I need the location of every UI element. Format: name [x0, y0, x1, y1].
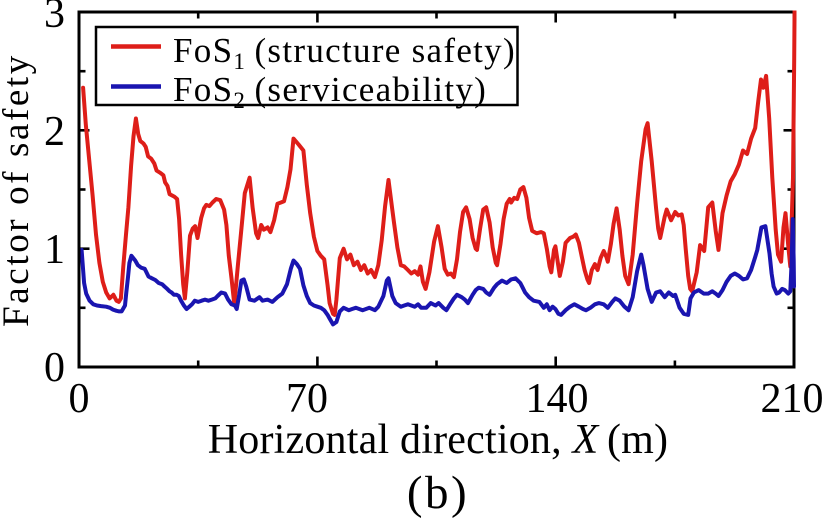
svg-text:0: 0 [44, 345, 65, 391]
svg-text:FoS2 (serviceability): FoS2 (serviceability) [173, 70, 487, 113]
svg-text:3: 3 [44, 0, 65, 37]
svg-text:210: 210 [761, 376, 823, 422]
svg-text:0: 0 [69, 376, 90, 422]
svg-text:Factor of safety: Factor of safety [0, 53, 37, 327]
svg-text:FoS1 (structure safety): FoS1 (structure safety) [173, 31, 516, 74]
svg-text:70: 70 [286, 376, 328, 422]
svg-text:Horizontal direction, X (m): Horizontal direction, X (m) [208, 417, 669, 463]
svg-text:1: 1 [44, 227, 65, 273]
svg-text:(b): (b) [407, 467, 469, 518]
svg-text:2: 2 [44, 109, 65, 155]
svg-text:140: 140 [526, 376, 589, 422]
